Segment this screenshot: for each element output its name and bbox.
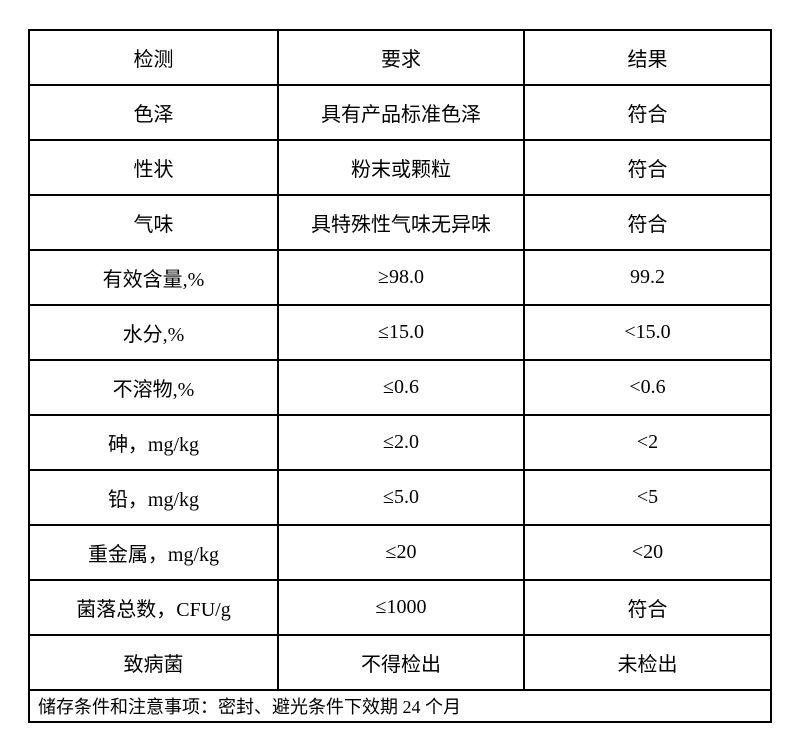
cell-test-name: 铅，mg/kg [28,469,279,526]
table-header-row: 检测 要求 结果 [28,29,772,86]
cell-test-name: 菌落总数，CFU/g [28,579,279,636]
cell-test-name: 色泽 [28,84,279,141]
cell-result: 符合 [523,139,772,196]
cell-test-name: 有效含量,% [28,249,279,306]
cell-result: 符合 [523,84,772,141]
table-row: 性状 粉末或颗粒 符合 [28,139,772,196]
cell-requirement: 具有产品标准色泽 [277,84,525,141]
cell-test-name: 气味 [28,194,279,251]
header-requirement: 要求 [277,29,525,86]
cell-requirement: 粉末或颗粒 [277,139,525,196]
cell-requirement: ≤1000 [277,579,525,636]
cell-result: <2 [523,414,772,471]
table-row: 重金属，mg/kg ≤20 <20 [28,524,772,581]
table-row: 铅，mg/kg ≤5.0 <5 [28,469,772,526]
table-row: 色泽 具有产品标准色泽 符合 [28,84,772,141]
cell-test-name: 砷，mg/kg [28,414,279,471]
header-test: 检测 [28,29,279,86]
cell-requirement: 不得检出 [277,634,525,691]
cell-result: <5 [523,469,772,526]
cell-requirement: ≥98.0 [277,249,525,306]
cell-requirement: ≤5.0 [277,469,525,526]
cell-requirement: ≤0.6 [277,359,525,416]
cell-requirement: ≤15.0 [277,304,525,361]
cell-requirement: ≤2.0 [277,414,525,471]
cell-test-name: 致病菌 [28,634,279,691]
cell-test-name: 性状 [28,139,279,196]
inspection-spec-table: 检测 要求 结果 色泽 具有产品标准色泽 符合 性状 粉末或颗粒 符合 气味 具… [28,29,772,723]
cell-result: <15.0 [523,304,772,361]
table-row: 菌落总数，CFU/g ≤1000 符合 [28,579,772,636]
table-row: 致病菌 不得检出 未检出 [28,634,772,691]
cell-result: 未检出 [523,634,772,691]
header-result: 结果 [523,29,772,86]
cell-result: <20 [523,524,772,581]
table-row: 气味 具特殊性气味无异味 符合 [28,194,772,251]
cell-test-name: 水分,% [28,304,279,361]
cell-result: 符合 [523,579,772,636]
table-row: 不溶物,% ≤0.6 <0.6 [28,359,772,416]
cell-test-name: 不溶物,% [28,359,279,416]
table-footer-row: 储存条件和注意事项：密封、避光条件下效期 24 个月 [28,689,772,723]
table-row: 水分,% ≤15.0 <15.0 [28,304,772,361]
cell-test-name: 重金属，mg/kg [28,524,279,581]
cell-requirement: 具特殊性气味无异味 [277,194,525,251]
cell-result: <0.6 [523,359,772,416]
table-row: 砷，mg/kg ≤2.0 <2 [28,414,772,471]
table-row: 有效含量,% ≥98.0 99.2 [28,249,772,306]
cell-result: 99.2 [523,249,772,306]
storage-conditions-note: 储存条件和注意事项：密封、避光条件下效期 24 个月 [28,689,772,723]
cell-result: 符合 [523,194,772,251]
cell-requirement: ≤20 [277,524,525,581]
